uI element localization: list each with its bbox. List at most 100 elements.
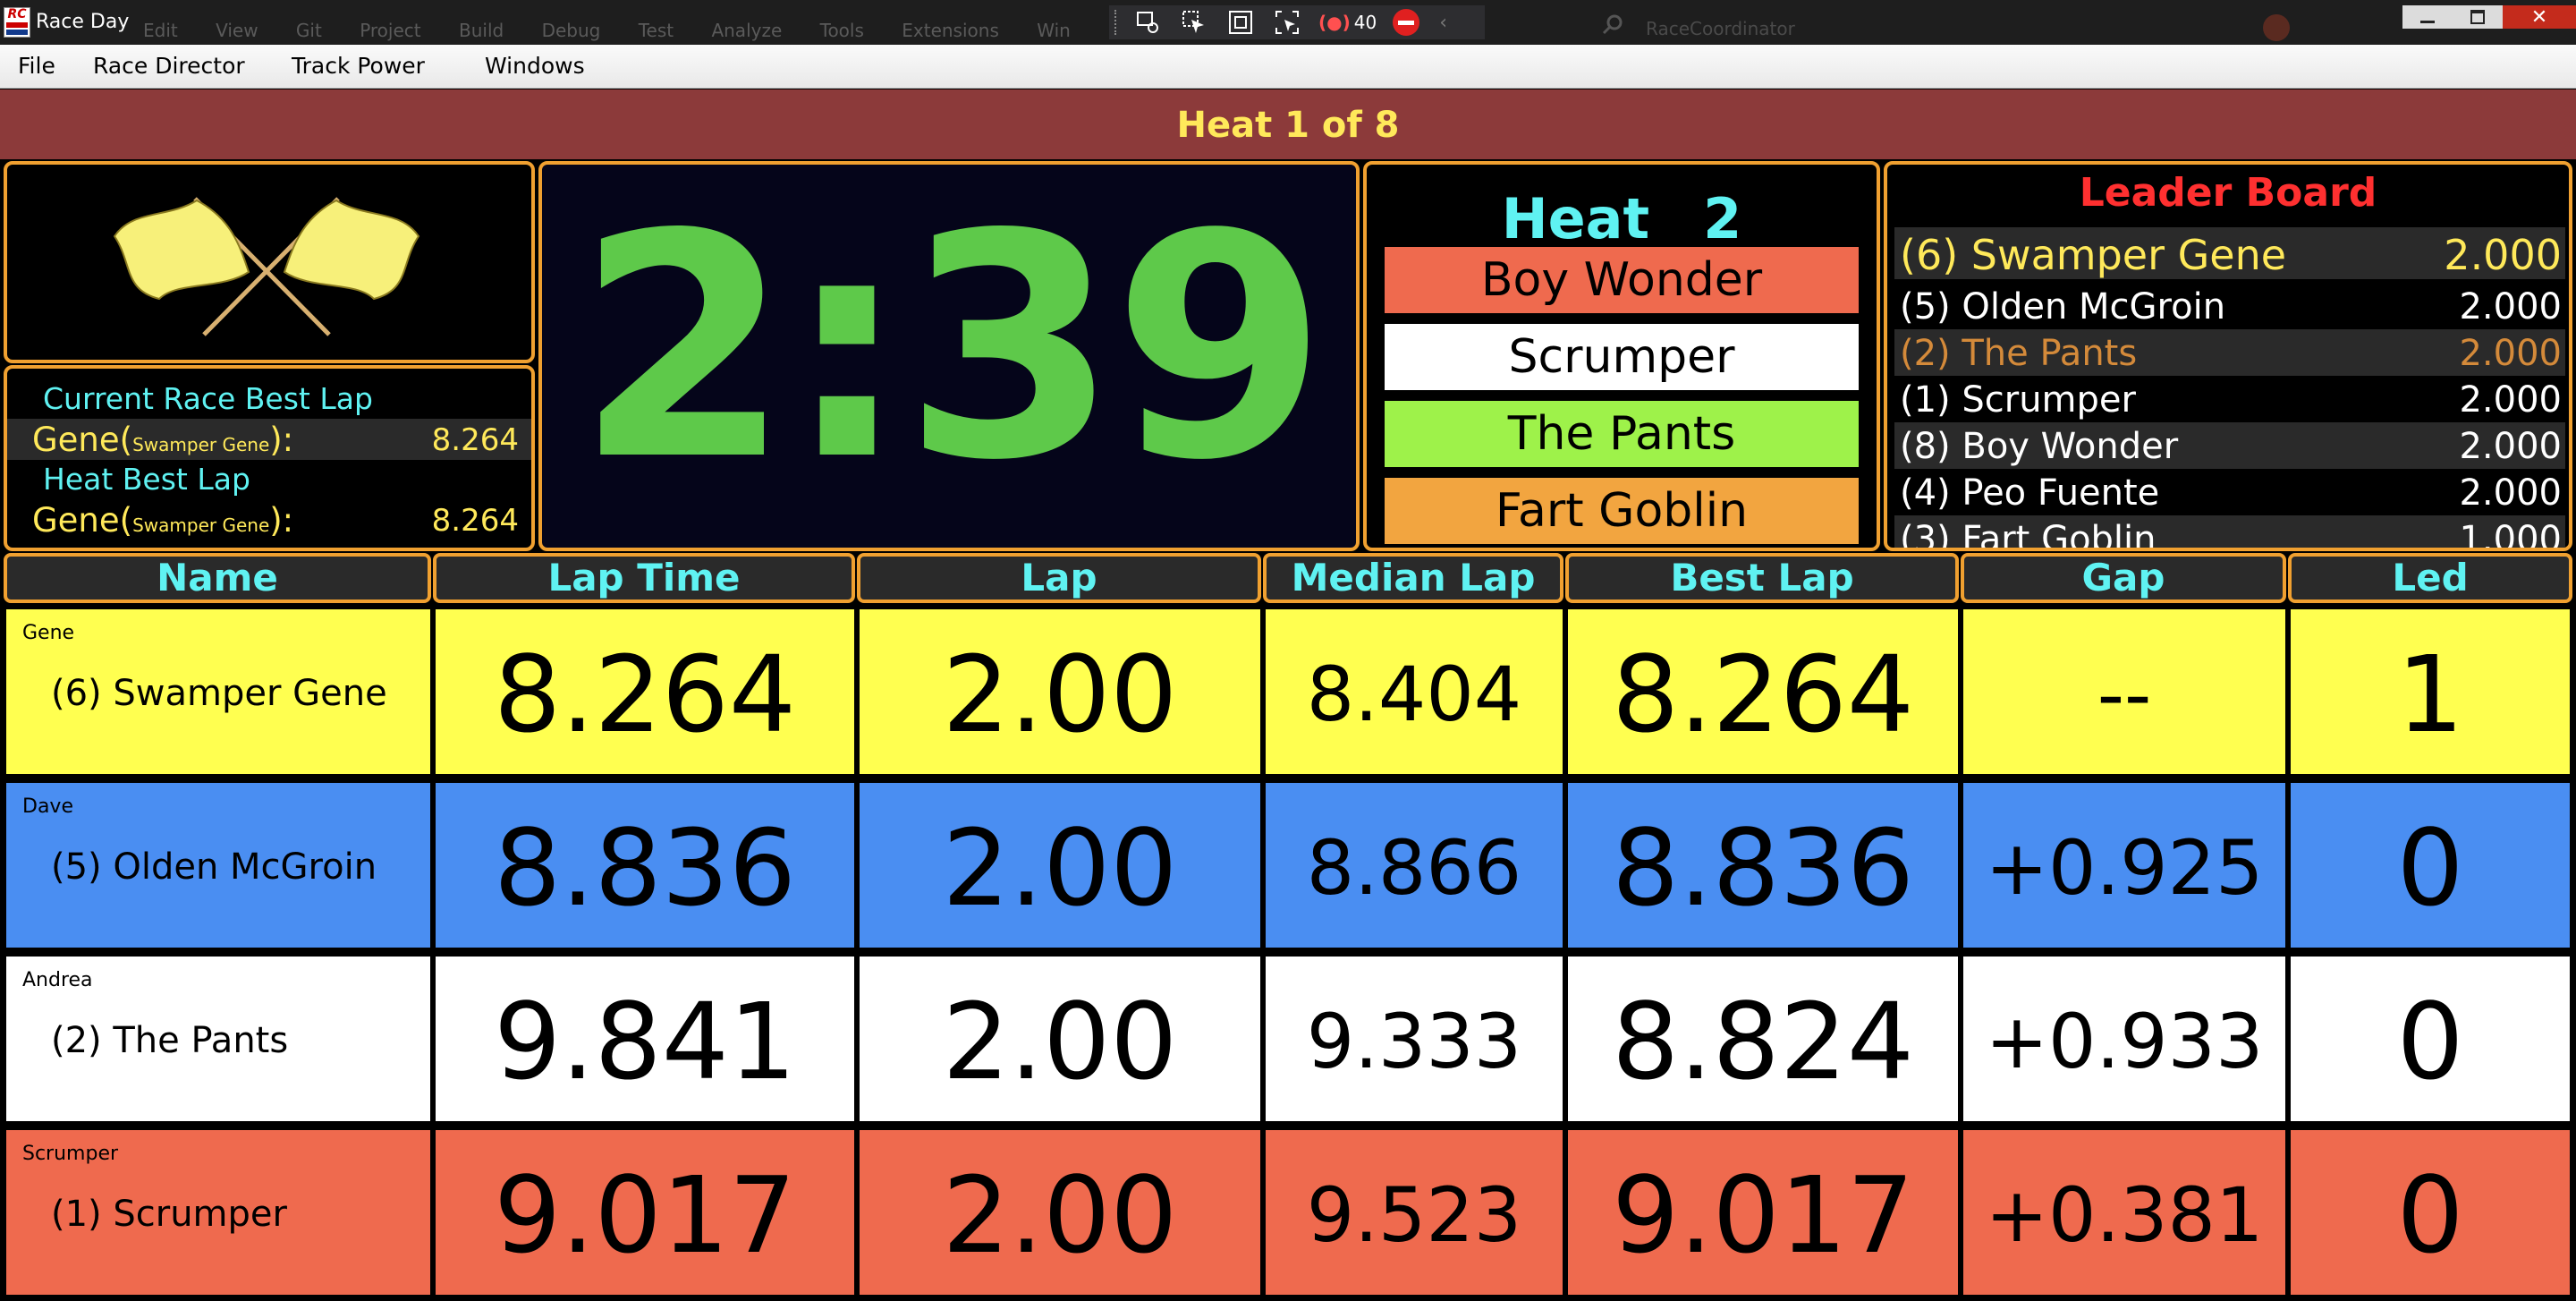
median-lap-cell: 9.333 xyxy=(1263,954,1565,1124)
race-best-lap-row: Gene(Swamper Gene): 8.264 xyxy=(7,419,531,460)
leader-board-row: (1) Scrumper 2.000 xyxy=(1894,376,2565,422)
lap-time-cell: 9.017 xyxy=(433,1127,857,1297)
column-header-name[interactable]: Name xyxy=(4,553,431,603)
lane-tag: Gene xyxy=(22,622,75,644)
visual-tree-icon xyxy=(1137,12,1158,33)
layout-adorner-icon xyxy=(1229,11,1252,34)
name-cell: Dave (5) Olden McGroin xyxy=(4,780,433,950)
column-header-median-lap[interactable]: Median Lap xyxy=(1263,553,1563,603)
ghost-menu-item: Edit xyxy=(143,20,178,41)
next-heat-label: Heat xyxy=(1501,186,1650,251)
column-header-lap-time[interactable]: Lap Time xyxy=(433,553,855,603)
ghost-menu-item: Test xyxy=(638,20,674,41)
leader-board-row: (8) Boy Wonder 2.000 xyxy=(1894,422,2565,469)
median-lap-cell: 9.523 xyxy=(1263,1127,1565,1297)
leader-board-value: 2.000 xyxy=(2459,379,2562,421)
stop-button[interactable] xyxy=(1393,9,1420,36)
leader-board-driver: (6) Swamper Gene xyxy=(1900,231,2287,279)
driver-name: (6) Swamper Gene xyxy=(51,673,387,714)
minimize-icon xyxy=(2420,20,2435,23)
minimize-button[interactable] xyxy=(2402,5,2453,29)
best-lap-cell: 8.836 xyxy=(1565,780,1961,950)
window-title: Race Day xyxy=(36,11,130,33)
heat-best-lap-title: Heat Best Lap xyxy=(43,462,250,497)
leader-board-row: (3) Fart Goblin 1.000 xyxy=(1894,515,2565,551)
menu-track-power[interactable]: Track Power xyxy=(292,53,425,79)
leader-board-value: 2.000 xyxy=(2459,472,2562,514)
race-best-lap-title: Current Race Best Lap xyxy=(43,381,373,416)
led-cell: 1 xyxy=(2288,607,2572,777)
leader-board-row: (2) The Pants 2.000 xyxy=(1894,329,2565,376)
column-header-lap[interactable]: Lap xyxy=(857,553,1261,603)
ghost-menu-item: View xyxy=(216,20,258,41)
visual-tree-button[interactable] xyxy=(1132,7,1163,38)
ghost-menu-item: Tools xyxy=(819,20,864,41)
best-lap-panel: Current Race Best Lap Gene(Swamper Gene)… xyxy=(4,365,535,551)
median-lap-cell: 8.404 xyxy=(1263,607,1565,777)
lane-tag: Dave xyxy=(22,795,73,818)
collapse-toolbar-button[interactable]: ‹ xyxy=(1439,11,1447,34)
best-lap-cell: 8.264 xyxy=(1565,607,1961,777)
restore-button[interactable] xyxy=(2453,5,2503,29)
toolbar-grip[interactable] xyxy=(1114,10,1122,35)
column-header-gap[interactable]: Gap xyxy=(1961,553,2286,603)
window-controls: ✕ xyxy=(2402,5,2576,29)
flags-panel xyxy=(4,161,535,363)
menu-bar: File Race Director Track Power Windows xyxy=(0,45,2576,89)
lap-cell: 2.00 xyxy=(857,954,1263,1124)
display-layout-button[interactable] xyxy=(1225,7,1256,38)
menu-race-director[interactable]: Race Director xyxy=(93,53,245,79)
lap-time-cell: 9.841 xyxy=(433,954,857,1124)
column-header-best-lap[interactable]: Best Lap xyxy=(1565,553,1959,603)
leader-board-driver: (8) Boy Wonder xyxy=(1900,426,2179,467)
leader-board-panel: Leader Board (6) Swamper Gene 2.000 (5) … xyxy=(1884,161,2572,551)
name-cell: Gene (6) Swamper Gene xyxy=(4,607,433,777)
background-solution-name: RaceCoordinator xyxy=(1646,18,1795,39)
next-heat-panel: Heat 2 Boy Wonder Scrumper The Pants Fart… xyxy=(1363,161,1880,551)
app-logo: RC xyxy=(4,7,30,38)
table-row[interactable]: Gene (6) Swamper Gene 8.264 2.00 8.404 8… xyxy=(4,607,2572,777)
leader-board-title: Leader Board xyxy=(2079,170,2377,216)
name-cell: Andrea (2) The Pants xyxy=(4,954,433,1124)
gap-cell: -- xyxy=(1961,607,2288,777)
column-header-led[interactable]: Led xyxy=(2288,553,2572,603)
next-heat-number: 2 xyxy=(1703,186,1742,251)
table-row[interactable]: Dave (5) Olden McGroin 8.836 2.00 8.866 … xyxy=(4,780,2572,950)
lap-cell: 2.00 xyxy=(857,607,1263,777)
gap-cell: +0.933 xyxy=(1961,954,2288,1124)
debug-toolbar: (●) 40 ‹ xyxy=(1109,5,1485,39)
table-row[interactable]: Scrumper (1) Scrumper 9.017 2.00 9.523 9… xyxy=(4,1127,2572,1297)
change-count[interactable]: (●) 40 xyxy=(1318,12,1377,33)
leader-board-driver: (4) Peo Fuente xyxy=(1900,472,2160,514)
heat-best-lap-row: Gene(Swamper Gene): 8.264 xyxy=(7,499,531,540)
leader-board-driver: (3) Fart Goblin xyxy=(1900,519,2157,551)
track-focus-button[interactable] xyxy=(1272,7,1302,38)
name-cell: Scrumper (1) Scrumper xyxy=(4,1127,433,1297)
select-element-button[interactable] xyxy=(1179,7,1209,38)
ghost-menu-item: Debug xyxy=(541,20,601,41)
menu-windows[interactable]: Windows xyxy=(485,53,585,79)
leader-board-row: (4) Peo Fuente 2.000 xyxy=(1894,469,2565,515)
race-best-lap-value: 8.264 xyxy=(431,422,519,458)
close-button[interactable]: ✕ xyxy=(2503,5,2576,29)
lane-tag: Andrea xyxy=(22,969,93,991)
title-bar: RC Race Day Edit View Git Project Build … xyxy=(0,0,2576,45)
led-cell: 0 xyxy=(2288,780,2572,950)
best-lap-cell: 9.017 xyxy=(1565,1127,1961,1297)
background-ide-menu: Edit View Git Project Build Debug Test A… xyxy=(143,20,1103,41)
leader-board-value: 2.000 xyxy=(2444,231,2562,279)
next-heat-driver: Fart Goblin xyxy=(1385,478,1859,544)
race-timer: 2:39 xyxy=(575,169,1327,528)
restore-icon xyxy=(2470,10,2485,24)
lane-tag: Scrumper xyxy=(22,1143,119,1165)
led-cell: 0 xyxy=(2288,954,2572,1124)
menu-file[interactable]: File xyxy=(18,53,55,79)
search-icon[interactable] xyxy=(1601,13,1624,36)
avatar[interactable] xyxy=(2263,14,2290,41)
leader-board-row: (5) Olden McGroin 2.000 xyxy=(1894,283,2565,329)
ghost-menu-item: Git xyxy=(295,20,322,41)
track-focus-icon xyxy=(1275,11,1299,34)
table-row[interactable]: Andrea (2) The Pants 9.841 2.00 9.333 8.… xyxy=(4,954,2572,1124)
heat-best-lap-driver: Gene(Swamper Gene): xyxy=(32,501,294,540)
lap-cell: 2.00 xyxy=(857,780,1263,950)
